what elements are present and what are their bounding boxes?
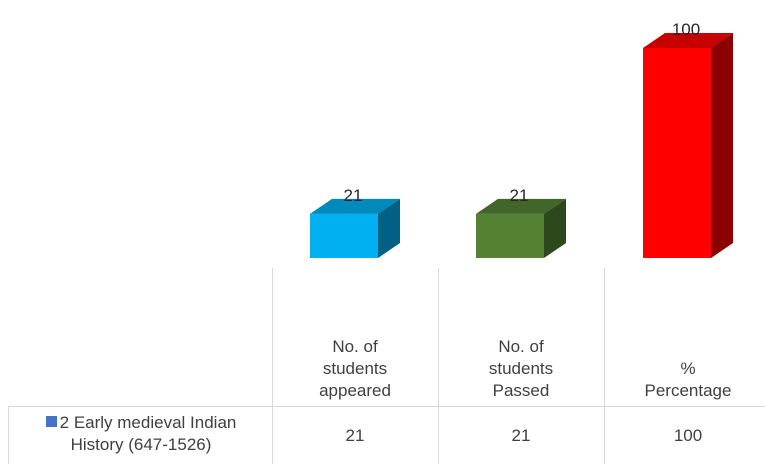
- table-left-border: [8, 406, 9, 464]
- category-label-line: Passed: [492, 381, 550, 400]
- data-label-1: 21: [344, 186, 363, 205]
- series-name-line: History (647-1526): [10, 434, 272, 456]
- table-value-1: 21: [345, 426, 365, 445]
- category-label-line: appeared: [319, 381, 391, 400]
- category-label-line: students: [488, 359, 554, 378]
- series-name-text: 2 Early medieval Indian: [59, 413, 237, 432]
- series-legend: 2 Early medieval Indian History (647-1526…: [10, 412, 272, 456]
- table-value-2: 21: [511, 426, 531, 445]
- table-cell-divider-3: [604, 406, 605, 464]
- column-divider-2: [438, 268, 439, 408]
- category-label-line: students: [322, 359, 388, 378]
- category-label-line: No. of: [498, 337, 544, 356]
- category-label-3: % Percentage: [605, 358, 765, 402]
- series-name-line: 2 Early medieval Indian: [10, 412, 272, 434]
- table-cell-divider-1: [272, 406, 273, 464]
- legend-swatch: [45, 416, 57, 427]
- series-name-text: History (647-1526): [70, 435, 212, 454]
- data-label-2: 21: [510, 186, 529, 205]
- column-divider-3: [604, 268, 605, 408]
- table-cell-divider-2: [438, 406, 439, 464]
- category-label-line: Percentage: [644, 381, 732, 400]
- column-divider-1: [272, 268, 273, 408]
- data-label-3: 100: [672, 20, 700, 39]
- bar-3: [643, 33, 733, 258]
- category-label-1: No. of students appeared: [272, 336, 438, 402]
- bar-2: [476, 198, 566, 258]
- table-value-3: 100: [673, 426, 703, 445]
- category-label-line: %: [680, 359, 696, 378]
- table-top-border: [8, 406, 765, 407]
- category-label-2: No. of students Passed: [438, 336, 604, 402]
- category-label-line: No. of: [332, 337, 378, 356]
- bar-1: [310, 198, 400, 258]
